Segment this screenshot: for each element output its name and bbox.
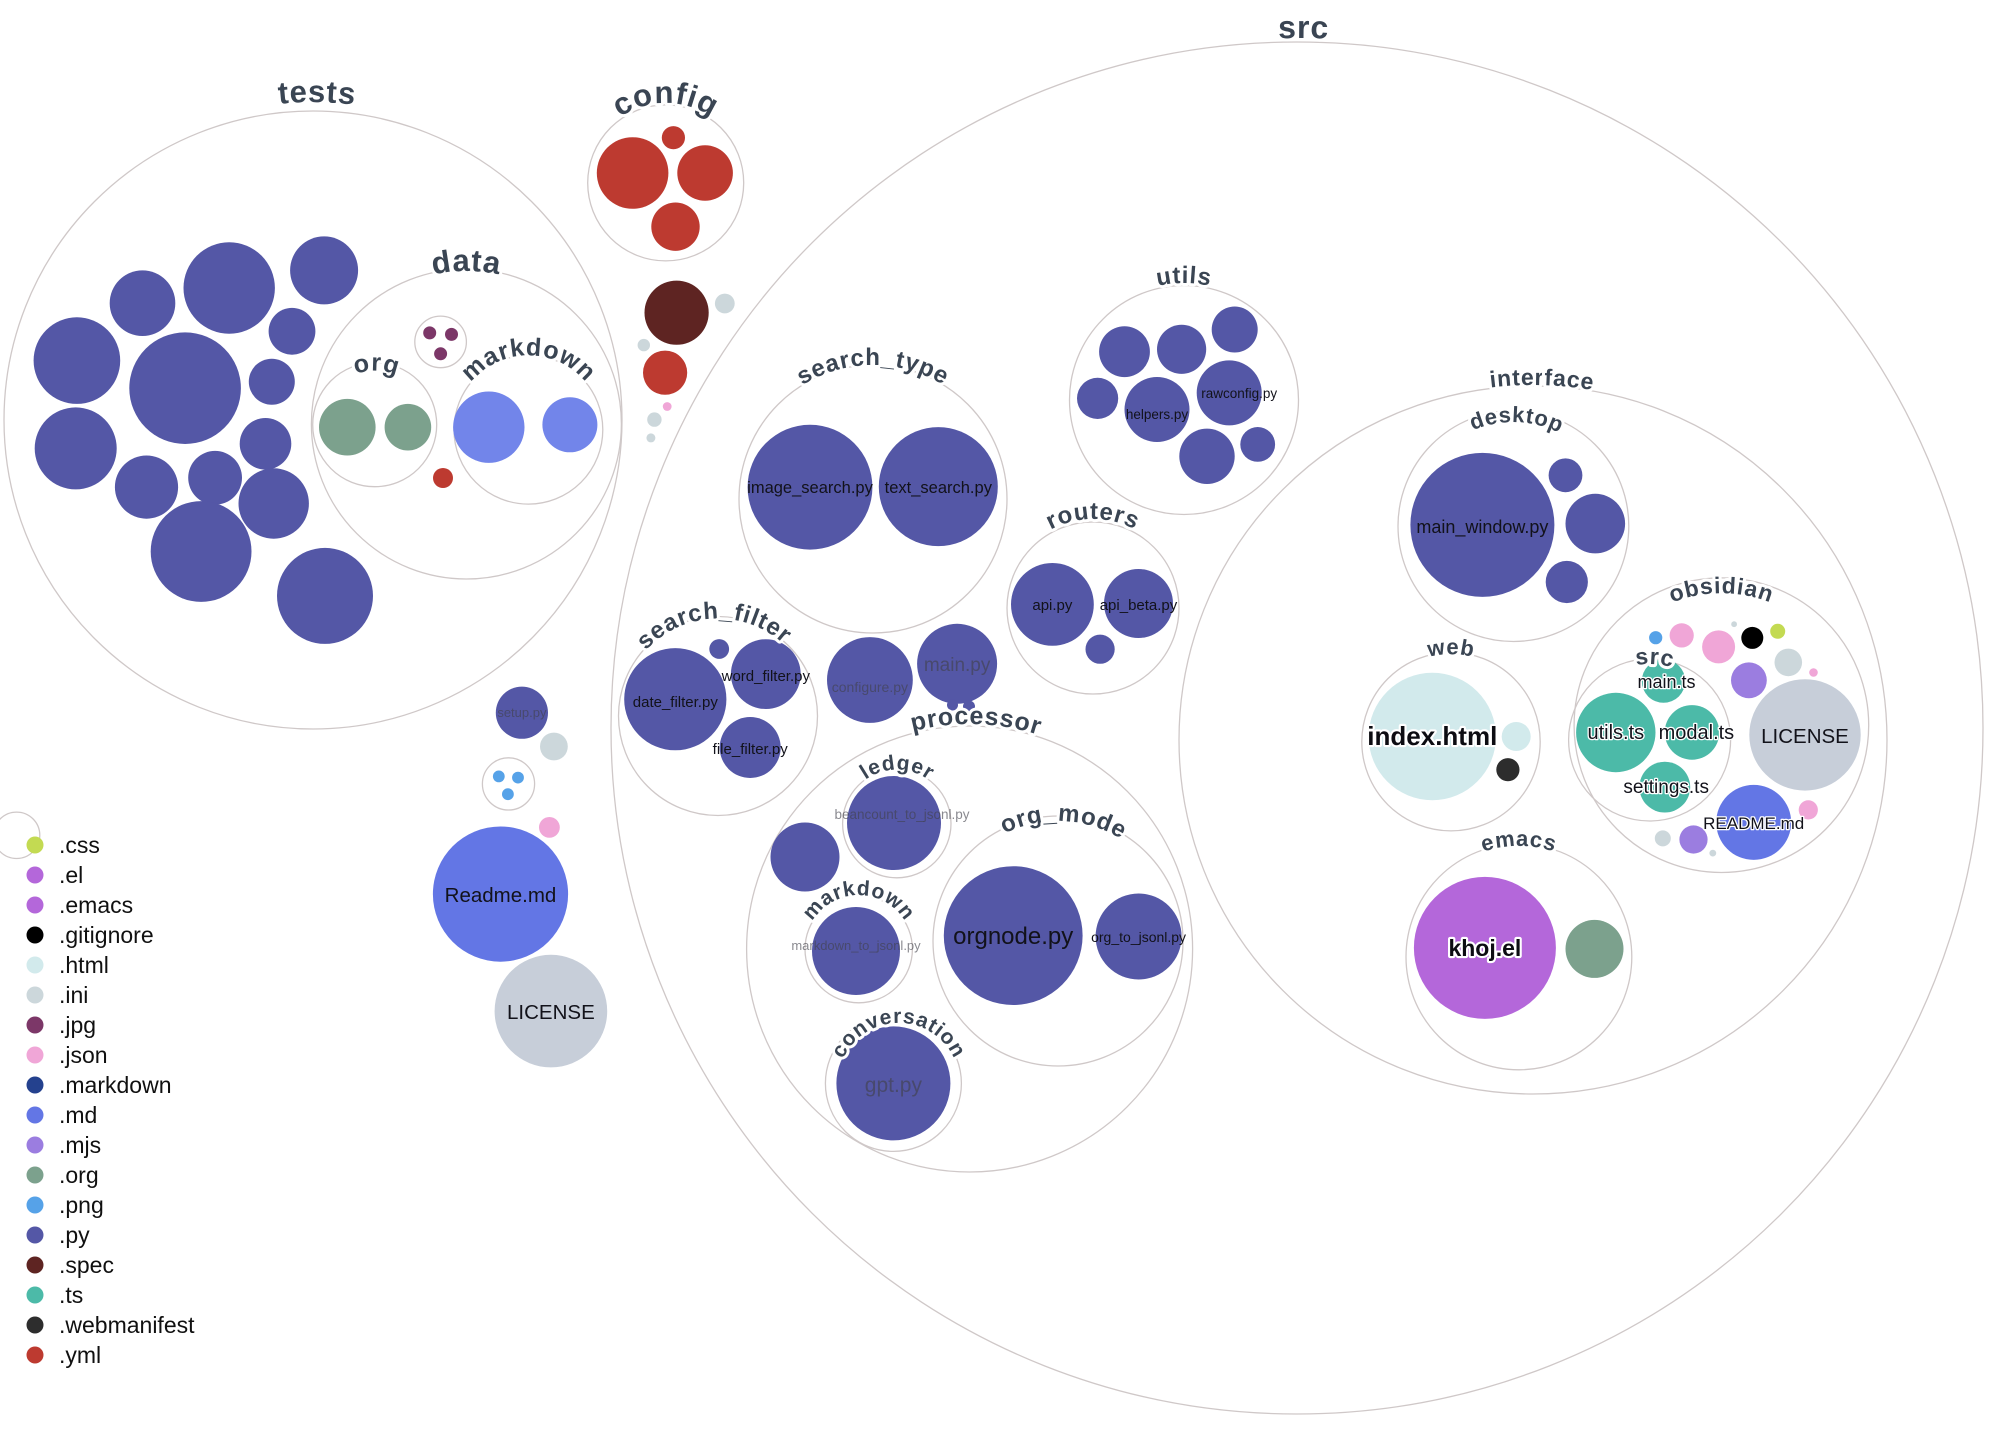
svg-text:api.py: api.py	[1032, 597, 1073, 614]
svg-text:rawconfig.py: rawconfig.py	[1201, 386, 1277, 401]
svg-text:.gitignore: .gitignore	[59, 922, 154, 948]
svg-text:main.py: main.py	[924, 655, 991, 676]
svg-text:utils.ts: utils.ts	[1587, 722, 1644, 744]
svg-text:.webmanifest: .webmanifest	[59, 1312, 195, 1338]
svg-text:modal.ts: modal.ts	[1659, 722, 1735, 744]
svg-text:org: org	[351, 349, 404, 381]
svg-text:web: web	[1425, 634, 1477, 662]
svg-text:tests: tests	[276, 74, 358, 112]
svg-text:.ts: .ts	[59, 1282, 83, 1308]
svg-text:.emacs: .emacs	[59, 892, 133, 918]
svg-text:LICENSE: LICENSE	[1761, 725, 1849, 748]
svg-text:image_search.py: image_search.py	[747, 479, 873, 497]
svg-text:index.html: index.html	[1367, 721, 1497, 751]
svg-text:orgnode.py: orgnode.py	[953, 923, 1073, 950]
svg-text:api_beta.py: api_beta.py	[1100, 597, 1178, 614]
svg-text:khoj.el: khoj.el	[1448, 935, 1521, 961]
svg-text:Readme.md: Readme.md	[445, 884, 557, 907]
svg-text:LICENSE: LICENSE	[507, 1001, 595, 1024]
svg-text:text_search.py: text_search.py	[885, 479, 993, 497]
svg-text:markdown_to_jsonl.py: markdown_to_jsonl.py	[791, 938, 921, 953]
svg-text:word_filter.py: word_filter.py	[721, 668, 811, 685]
svg-text:.org: .org	[59, 1162, 99, 1188]
svg-text:utils: utils	[1154, 262, 1214, 292]
svg-text:data: data	[429, 243, 504, 281]
svg-text:.ini: .ini	[59, 982, 88, 1008]
svg-text:.css: .css	[59, 832, 100, 858]
svg-text:.md: .md	[59, 1102, 97, 1128]
svg-text:interface: interface	[1488, 364, 1596, 395]
svg-text:file_filter.py: file_filter.py	[713, 741, 789, 758]
svg-text:.jpg: .jpg	[59, 1012, 96, 1038]
svg-text:date_filter.py: date_filter.py	[633, 694, 719, 711]
svg-text:helpers.py: helpers.py	[1126, 407, 1189, 422]
svg-text:src: src	[1634, 643, 1677, 672]
svg-text:.html: .html	[59, 952, 109, 978]
svg-text:.markdown: .markdown	[59, 1072, 171, 1098]
svg-text:configure.py: configure.py	[832, 679, 908, 695]
svg-text:.el: .el	[59, 862, 83, 888]
svg-text:main_window.py: main_window.py	[1416, 517, 1548, 538]
svg-text:.spec: .spec	[59, 1252, 114, 1278]
svg-text:setup.py: setup.py	[497, 705, 547, 720]
svg-text:main.ts: main.ts	[1637, 672, 1695, 692]
svg-text:beancount_to_jsonl.py: beancount_to_jsonl.py	[834, 807, 969, 822]
svg-text:.png: .png	[59, 1192, 104, 1218]
svg-text:gpt.py: gpt.py	[865, 1074, 923, 1097]
svg-text:README.md: README.md	[1703, 814, 1804, 833]
svg-text:.yml: .yml	[59, 1342, 101, 1368]
svg-text:org_to_jsonl.py: org_to_jsonl.py	[1091, 929, 1186, 945]
svg-text:src: src	[1278, 9, 1330, 46]
svg-text:settings.ts: settings.ts	[1623, 777, 1709, 798]
svg-text:.json: .json	[59, 1042, 108, 1068]
svg-text:.mjs: .mjs	[59, 1132, 101, 1158]
svg-text:.py: .py	[59, 1222, 90, 1248]
